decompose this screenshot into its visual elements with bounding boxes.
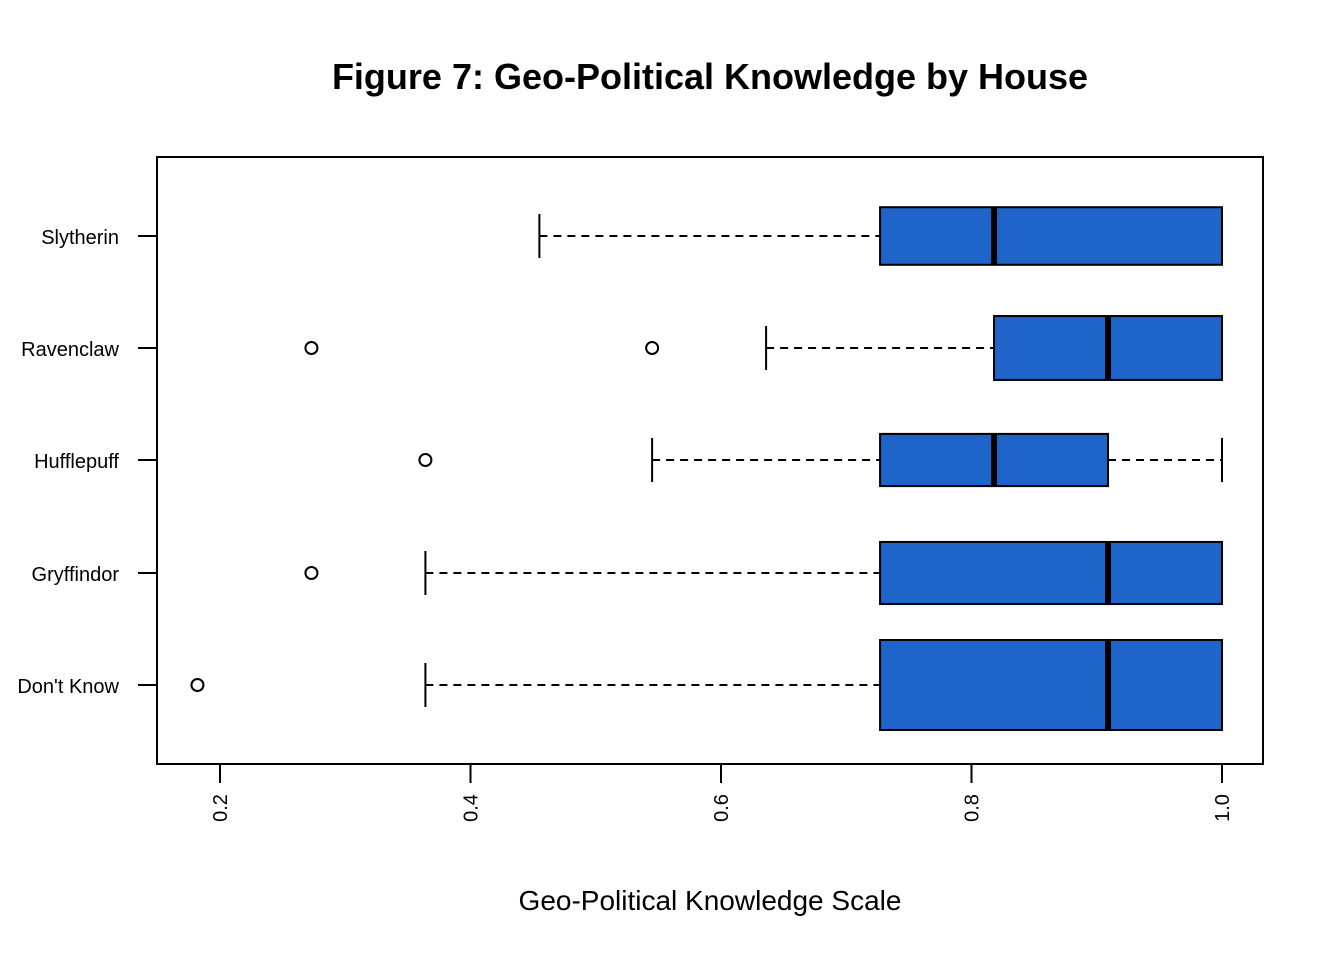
x-axis-title: Geo-Political Knowledge Scale xyxy=(519,885,902,916)
x-tick-label: 0.2 xyxy=(210,794,232,822)
x-tick-label: 0.6 xyxy=(711,794,733,822)
x-tick-label: 0.8 xyxy=(962,794,984,822)
boxes-layer xyxy=(190,206,1223,731)
iqr-box xyxy=(879,206,1223,266)
x-axis: 0.2 0.4 0.6 0.8 1.0 xyxy=(210,763,1234,822)
x-tick-label: 0.4 xyxy=(461,794,483,822)
box-group-ravenclaw xyxy=(304,315,1223,381)
y-tick-label: Don't Know xyxy=(17,676,119,698)
y-tick-label: Hufflepuff xyxy=(34,451,119,473)
y-tick-label: Ravenclaw xyxy=(21,339,119,361)
box-group-don-t-know xyxy=(190,639,1223,731)
iqr-box xyxy=(879,639,1223,731)
outlier-point xyxy=(304,566,319,580)
outlier-point xyxy=(645,341,660,355)
box-group-slytherin xyxy=(538,206,1223,266)
outlier-point xyxy=(190,678,205,692)
box-group-hufflepuff xyxy=(418,432,1223,488)
y-tick-label: Gryffindor xyxy=(32,564,120,586)
x-tick-label: 1.0 xyxy=(1212,794,1234,822)
box-group-gryffindor xyxy=(304,540,1223,606)
outlier-point xyxy=(304,341,319,355)
chart-title: Figure 7: Geo-Political Knowledge by Hou… xyxy=(331,56,1089,97)
outlier-point xyxy=(418,453,433,467)
y-axis: Don't Know Gryffindor Hufflepuff Ravenclaw S… xyxy=(17,227,157,698)
iqr-box xyxy=(879,540,1223,606)
y-tick-label: Slytherin xyxy=(41,227,119,249)
